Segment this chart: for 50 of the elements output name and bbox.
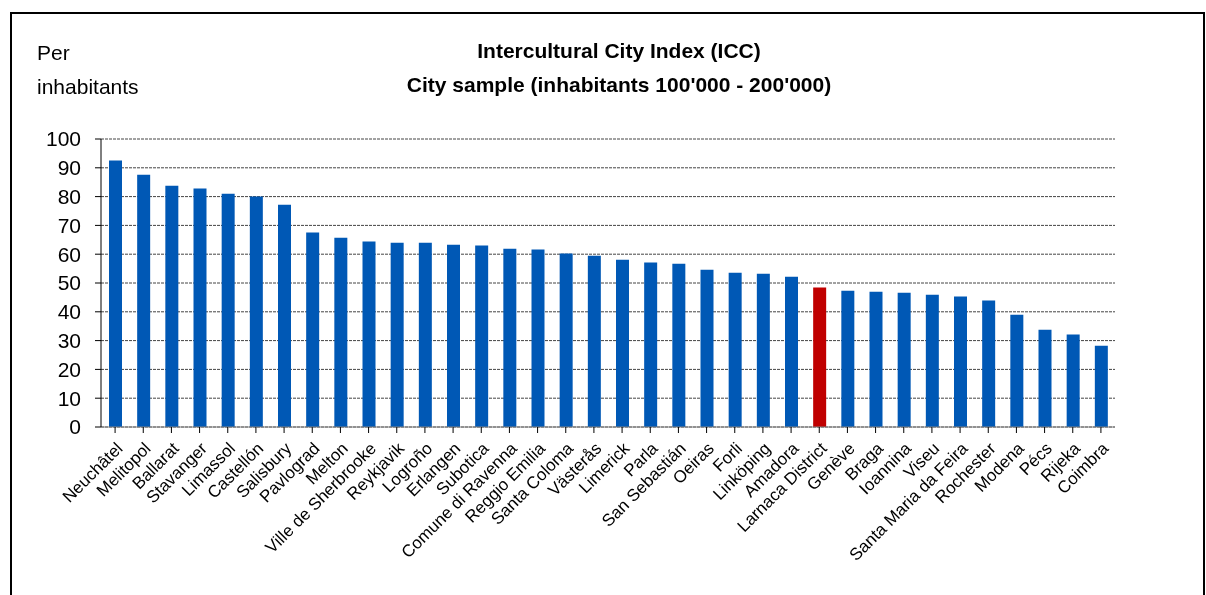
bar [193, 188, 207, 427]
bar [249, 196, 263, 427]
y-tick-label: 20 [57, 357, 81, 381]
bar [1010, 314, 1024, 427]
y-tick-label: 30 [57, 329, 81, 353]
bar [616, 259, 629, 427]
bar [1038, 329, 1052, 427]
bar [531, 249, 545, 427]
bar [954, 296, 967, 427]
bar [756, 273, 770, 427]
bar [334, 237, 348, 427]
y-tick-label: 50 [57, 271, 81, 295]
bar [137, 174, 151, 427]
bar [362, 241, 376, 427]
y-tick-label: 10 [57, 386, 81, 410]
bar [587, 255, 601, 427]
y-tick-label: 0 [69, 415, 81, 439]
chart-subtitle: City sample (inhabitants 100'000 - 200'000) [405, 72, 833, 98]
bar [447, 244, 460, 427]
bar [644, 262, 658, 427]
bar [503, 248, 517, 427]
bar [1094, 345, 1108, 427]
y-tick-label: 80 [57, 185, 81, 209]
bar [982, 300, 996, 427]
bar [306, 232, 320, 427]
bar [559, 253, 573, 427]
y-tick-label: 40 [57, 300, 81, 324]
y-tick-label: 90 [57, 156, 81, 180]
bar [475, 245, 489, 427]
bar [700, 269, 714, 427]
chart-title: Intercultural City Index (ICC) [476, 38, 762, 64]
y-axis-title: Per inhabitants [37, 40, 140, 100]
bar [925, 294, 939, 427]
bar [869, 291, 883, 427]
bar [897, 292, 911, 427]
bar [278, 204, 291, 427]
bar [728, 272, 742, 427]
y-tick-label: 70 [57, 213, 81, 237]
bar [1066, 334, 1080, 427]
y-tick-label: 100 [45, 127, 81, 151]
bar [165, 185, 179, 427]
bar [221, 193, 235, 427]
bar [813, 287, 827, 427]
bar [418, 242, 432, 427]
bar [390, 242, 404, 427]
bar [109, 160, 122, 427]
bar [841, 290, 855, 427]
bar [672, 263, 686, 427]
y-tick-label: 60 [57, 242, 81, 266]
bar [785, 276, 798, 427]
